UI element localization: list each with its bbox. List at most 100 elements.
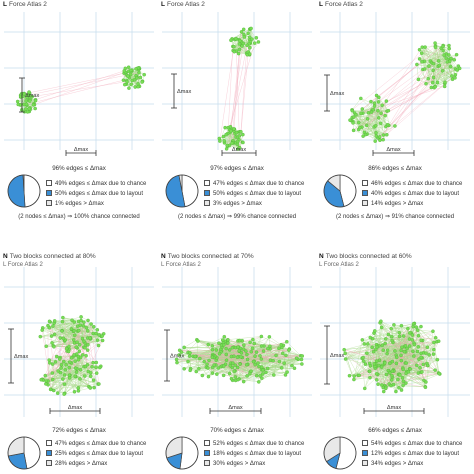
dmax-horizontal-label: Δmax (74, 147, 89, 153)
inter-edge (27, 72, 140, 96)
graph-node (415, 62, 419, 67)
inter-edge (360, 86, 445, 114)
graph-node (235, 139, 240, 144)
intra-edge (362, 97, 379, 114)
graph-node (365, 351, 369, 356)
graph-node (224, 352, 228, 357)
graph-node (381, 348, 385, 352)
graph-node (368, 375, 372, 380)
intra-edge (50, 357, 61, 390)
graph-node (372, 101, 377, 105)
graph-node (432, 347, 436, 352)
graph-node (78, 368, 83, 372)
graph-node (241, 41, 246, 46)
graph-node (416, 371, 421, 375)
graph-node (97, 382, 101, 386)
graph-node (371, 107, 376, 112)
inter-edge (235, 342, 251, 378)
graph-node (67, 344, 71, 349)
graph-node (390, 338, 394, 343)
panel-subheader: L Force Atlas 2 (161, 262, 201, 268)
graph-node (285, 339, 289, 344)
graph-node (241, 27, 246, 32)
graph-node (386, 332, 391, 337)
network-plot: Δmax Δmax (162, 12, 312, 156)
panel-5: N Two blocks connected at 70% L Force Atl… (158, 237, 316, 474)
intra-edge (69, 372, 91, 376)
graph-node (85, 363, 90, 367)
legend-chance: 49% edges ≤ Δmax due to chance (46, 180, 146, 187)
graph-node (430, 80, 435, 85)
graph-node (75, 340, 79, 345)
graph-node (259, 344, 264, 348)
intra-edge (65, 369, 75, 392)
pie-slice-chance (179, 436, 199, 470)
intra-edge (219, 133, 236, 139)
inter-edge (345, 353, 386, 389)
graph-node (421, 362, 426, 367)
graph-node (452, 58, 457, 62)
intra-edge (391, 370, 436, 386)
graph-node (407, 344, 412, 348)
graph-node (222, 343, 226, 347)
legend-other: 3% edges > Δmax (204, 200, 262, 207)
graph-node (392, 323, 396, 327)
graph-node (39, 377, 43, 382)
pie-outline (165, 174, 199, 208)
graph-node (416, 334, 421, 338)
graph-node (376, 108, 380, 113)
graph-node (223, 125, 227, 130)
intra-edge (419, 49, 425, 62)
swatch-chance (46, 180, 52, 186)
graph-node (363, 362, 368, 366)
graph-node (366, 342, 370, 346)
graph-node (253, 354, 257, 358)
inter-edge (230, 43, 244, 127)
legend-other: 28% edges > Δmax (46, 460, 107, 467)
graph-node (352, 377, 356, 382)
graph-node (77, 343, 82, 347)
graph-node (417, 47, 422, 52)
graph-node (420, 59, 424, 64)
inter-edge (422, 340, 427, 383)
graph-node (282, 361, 286, 365)
graph-node (225, 143, 230, 148)
graph-node (62, 382, 67, 386)
graph-node (72, 333, 77, 337)
inter-edge (379, 82, 433, 137)
dmax-horizontal-label: Δmax (232, 147, 247, 153)
graph-node (385, 132, 389, 137)
intra-edge (367, 133, 384, 136)
graph-node (49, 334, 54, 338)
intra-edge (249, 41, 259, 55)
graph-node (250, 37, 254, 41)
graph-node (431, 329, 435, 334)
inter-edge (366, 77, 434, 126)
swatch-chance (204, 440, 210, 446)
graph-node (69, 356, 74, 360)
graph-node (222, 334, 227, 339)
graph-node (72, 328, 76, 333)
intra-edge (187, 352, 207, 368)
graph-node (435, 80, 440, 85)
graph-node (249, 349, 254, 354)
graph-node (73, 366, 78, 370)
graph-node (38, 334, 43, 339)
graph-node (78, 355, 83, 360)
intra-edge (424, 61, 434, 78)
intra-edge (248, 37, 257, 53)
intra-edge (207, 367, 217, 375)
intra-edge (184, 347, 227, 349)
intra-edge (361, 113, 382, 128)
graph-node (94, 371, 99, 375)
pie-slice-other (7, 436, 25, 457)
graph-node (44, 344, 48, 349)
intra-edge (358, 129, 377, 133)
graph-node (432, 340, 436, 345)
graph-node (210, 347, 215, 352)
intra-edge (352, 121, 380, 137)
graph-node (15, 99, 20, 104)
graph-node (380, 103, 384, 107)
graph-node (343, 351, 347, 356)
intra-edge (42, 321, 75, 331)
